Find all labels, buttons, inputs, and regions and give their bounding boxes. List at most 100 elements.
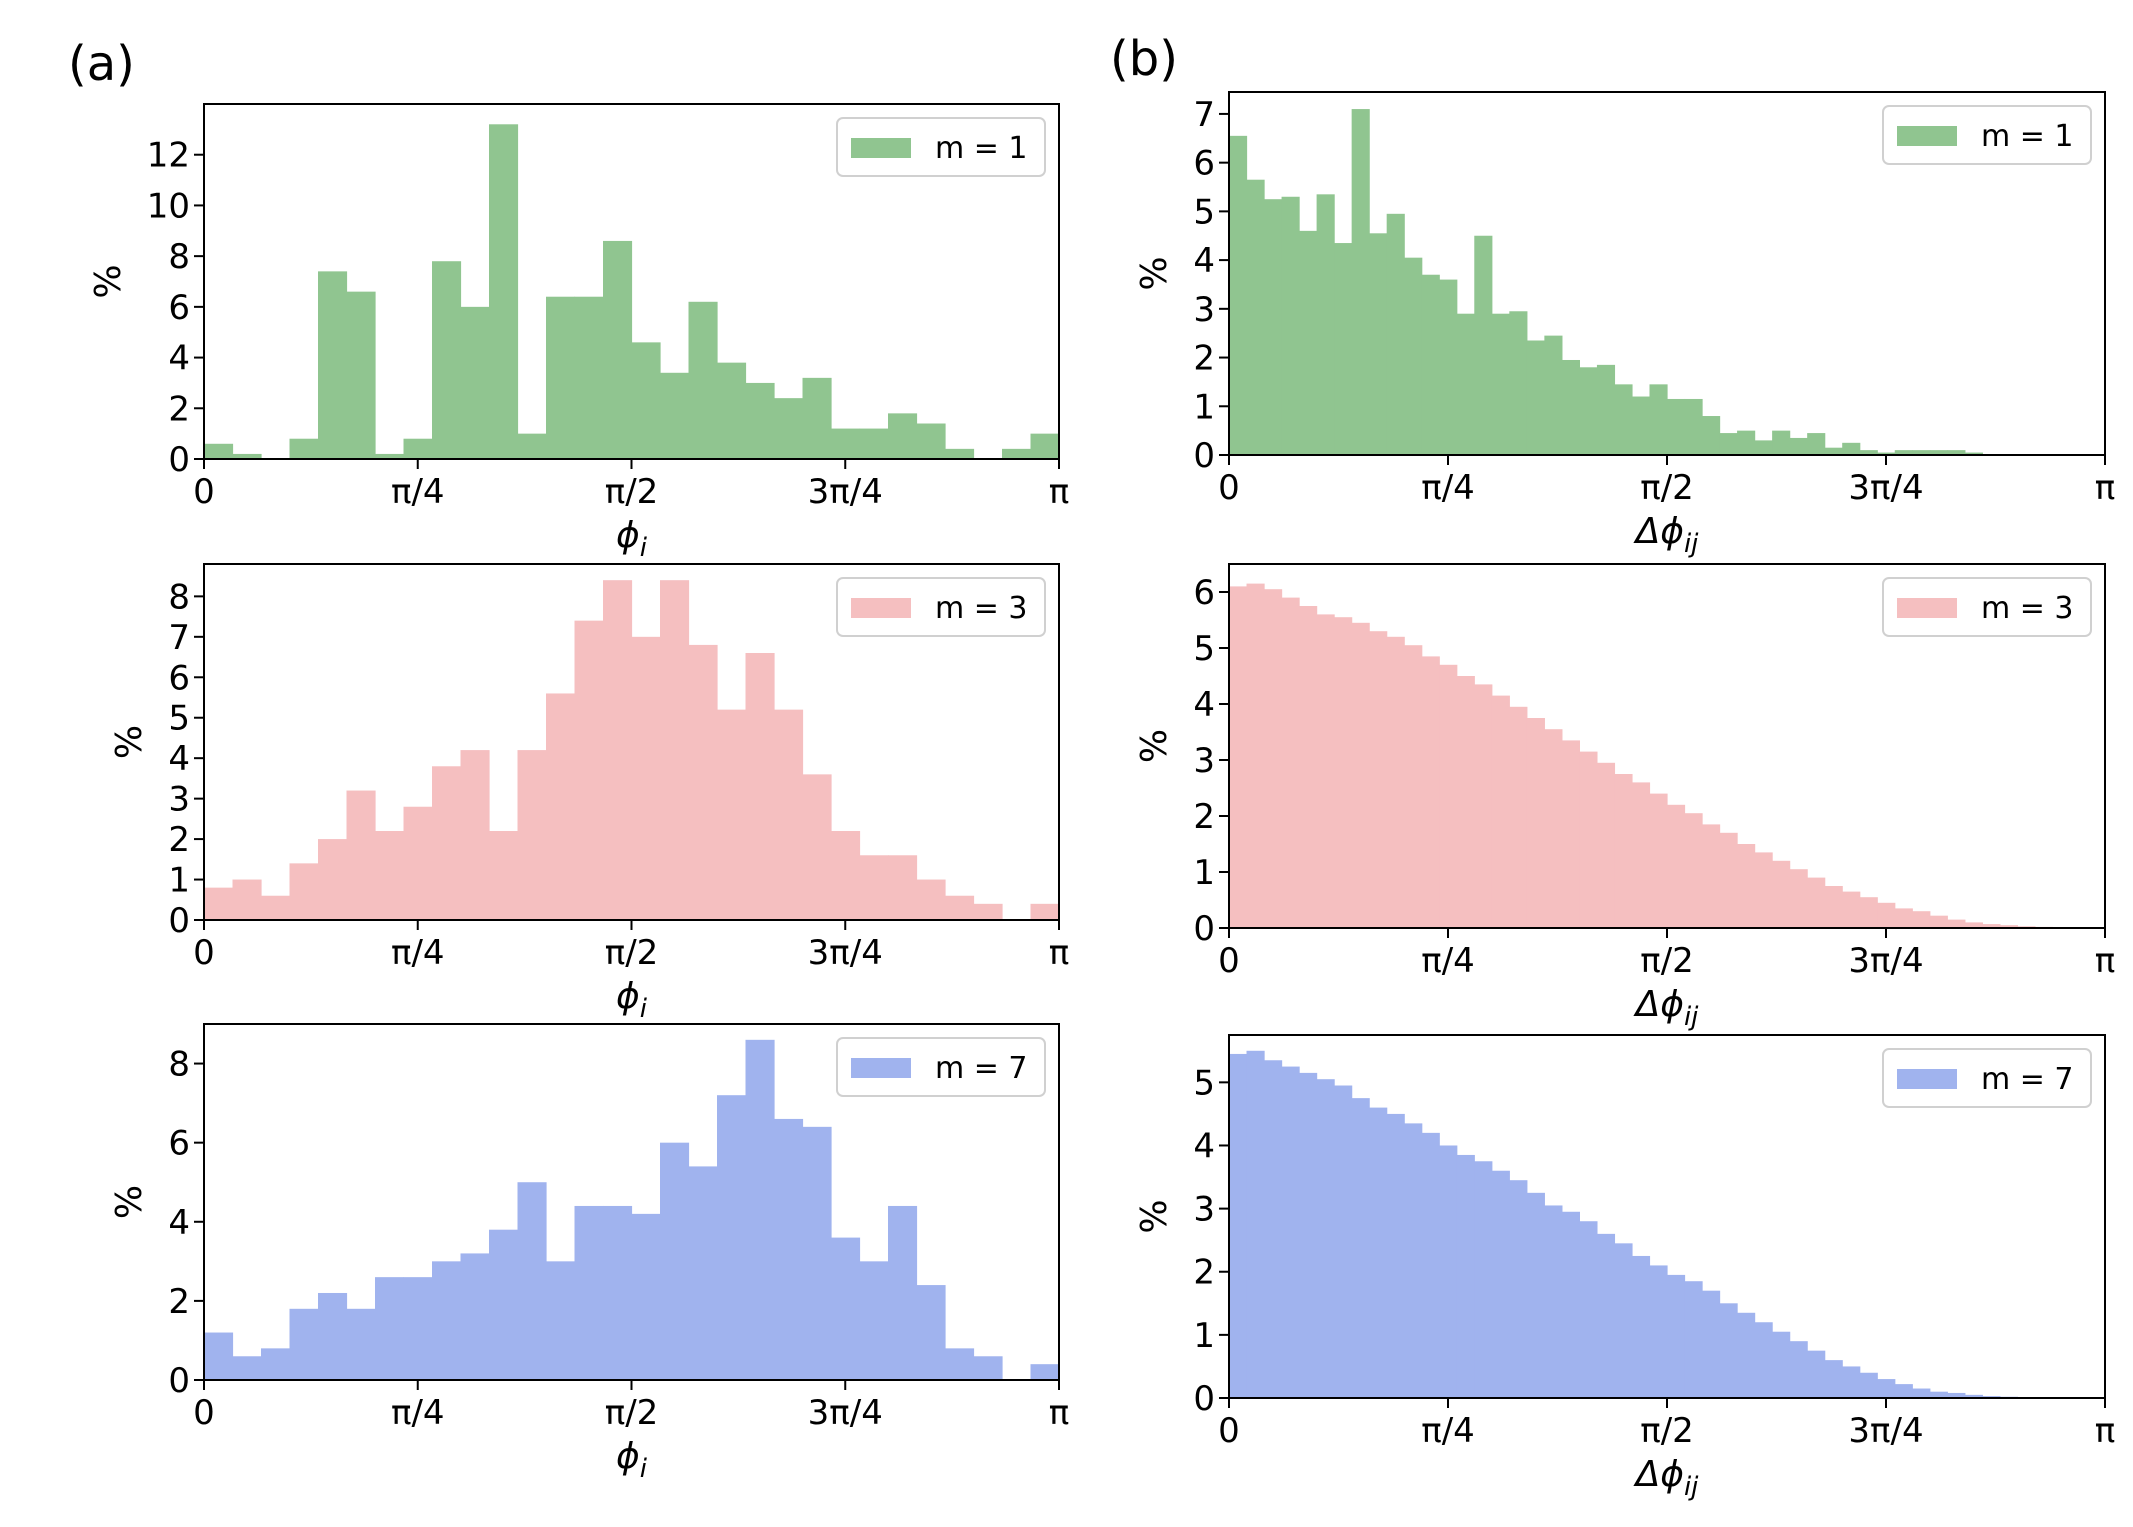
bar: [888, 413, 918, 459]
legend-label: m = 7: [1981, 1062, 2074, 1097]
bar: [318, 839, 348, 920]
bar: [403, 1277, 433, 1380]
bar: [517, 433, 547, 459]
bar: [1579, 751, 1598, 928]
bar: [916, 1285, 946, 1380]
bar: [631, 342, 661, 459]
y-tick-label: 6: [168, 658, 190, 698]
bar: [1824, 1360, 1843, 1398]
bar: [289, 1308, 319, 1380]
bar: [1456, 676, 1475, 928]
y-tick-label: 7: [168, 618, 190, 658]
bar: [1877, 1379, 1896, 1398]
bar: [745, 382, 775, 459]
bar: [546, 693, 576, 920]
bar: [1229, 586, 1248, 928]
bar: [1316, 194, 1335, 455]
bar: [1386, 1113, 1405, 1398]
bar: [1964, 922, 1983, 928]
x-tick-label: π/4: [1421, 941, 1475, 981]
legend-label: m = 3: [935, 591, 1028, 626]
bar: [1614, 774, 1633, 928]
y-tick-label: 10: [147, 186, 190, 226]
bar: [660, 1142, 690, 1380]
bar: [1631, 782, 1651, 928]
bar: [1929, 915, 1948, 928]
legend-swatch: [851, 138, 911, 158]
bar: [1649, 384, 1668, 455]
bar: [1702, 416, 1721, 455]
bar: [1754, 1322, 1773, 1398]
bar: [1474, 684, 1493, 928]
x-tick-label: π: [1049, 1393, 1069, 1433]
bar: [802, 1126, 832, 1380]
y-tick-label: 6: [1193, 573, 1215, 613]
bar: [1894, 450, 1913, 455]
bar: [375, 1277, 405, 1380]
bar: [1824, 447, 1843, 455]
y-tick-label: 3: [168, 780, 190, 820]
bar: [603, 240, 633, 459]
bar: [1737, 430, 1756, 455]
y-tick-label: 0: [168, 440, 190, 480]
legend-frame: [1882, 105, 2092, 165]
y-axis-label: %: [88, 264, 129, 298]
bar: [574, 1205, 604, 1380]
bar: [660, 372, 690, 459]
y-tick-label: 2: [168, 820, 190, 860]
y-axis-label: %: [1134, 729, 1175, 763]
bar: [1859, 450, 1878, 455]
y-tick-label: 0: [168, 1361, 190, 1401]
legend: m = 3: [1882, 577, 2092, 637]
bar: [546, 1261, 576, 1380]
bar: [1772, 430, 1791, 455]
bar: [1947, 1392, 1966, 1398]
y-tick-label: 4: [168, 339, 190, 379]
x-tick-label: π/4: [391, 933, 445, 973]
y-tick-label: 4: [168, 1203, 190, 1243]
bar: [717, 1095, 747, 1380]
bar: [1877, 902, 1896, 928]
bar: [1912, 1388, 1931, 1398]
y-tick-label: 1: [1193, 387, 1215, 427]
bar: [403, 806, 433, 920]
bar: [1316, 614, 1335, 928]
bar: [1702, 824, 1721, 928]
y-axis-label: %: [1134, 1199, 1175, 1233]
bar: [318, 271, 348, 459]
y-tick-label: 5: [168, 699, 190, 739]
y-tick-label: 8: [168, 1045, 190, 1085]
y-tick-label: 12: [147, 136, 190, 176]
x-axis-label: ϕi: [616, 515, 648, 563]
bar: [1509, 311, 1528, 455]
bar: [1509, 1180, 1528, 1398]
bar: [603, 1205, 633, 1380]
y-axis-label: %: [1134, 256, 1175, 290]
x-tick-label: 0: [193, 933, 215, 973]
bar: [1456, 313, 1475, 455]
legend: m = 7: [1882, 1048, 2092, 1108]
bar: [1386, 636, 1405, 928]
bar: [432, 1261, 462, 1380]
bar: [631, 636, 661, 920]
legend: m = 1: [836, 117, 1046, 177]
bar: [1561, 1211, 1580, 1398]
bar: [1982, 924, 2001, 928]
bar: [1684, 1281, 1703, 1398]
legend-swatch: [1897, 598, 1957, 618]
bar: [460, 750, 490, 920]
x-tick-label: 3π/4: [1848, 941, 1923, 981]
y-tick-label: 3: [1193, 1190, 1215, 1230]
bar: [1030, 433, 1060, 459]
x-axis-label: ϕi: [616, 1436, 648, 1484]
bar: [888, 855, 918, 920]
bar: [888, 1205, 918, 1380]
bar: [1316, 1079, 1335, 1398]
bar: [261, 1348, 291, 1380]
bar: [1229, 135, 1248, 455]
y-tick-label: 0: [168, 901, 190, 941]
x-tick-label: π: [1049, 472, 1069, 512]
bar: [1859, 1372, 1878, 1398]
bar: [1526, 340, 1545, 455]
bar: [232, 879, 262, 920]
